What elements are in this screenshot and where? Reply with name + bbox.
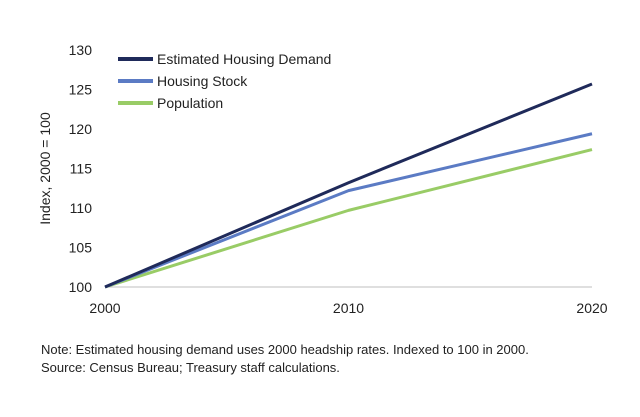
series-line-estimated-housing-demand	[104, 82, 593, 289]
y-tick-label: 100	[69, 279, 93, 295]
x-tick-label: 2010	[333, 300, 364, 316]
x-tick-labels: 2000 2010 2020	[89, 300, 607, 316]
y-tick-label: 110	[70, 200, 93, 216]
y-tick-label: 130	[69, 42, 93, 58]
note-text: Note: Estimated housing demand uses 2000…	[41, 342, 529, 357]
y-tick-label: 125	[69, 82, 93, 98]
legend-label: Population	[157, 95, 223, 111]
x-tick-label: 2000	[89, 300, 120, 316]
y-tick-labels: 100 105 110 115 120 125 130	[69, 42, 93, 295]
line-chart: Index, 2000 = 100 100105110115120125130 …	[37, 42, 608, 316]
source-text: Source: Census Bureau; Treasury staff ca…	[41, 360, 340, 375]
series-line-population	[104, 148, 593, 289]
series-line-housing-stock	[104, 132, 593, 289]
legend-label: Housing Stock	[157, 73, 248, 89]
y-axis-title-group: Index, 2000 = 100	[37, 112, 53, 225]
y-tick-label: 120	[69, 121, 93, 137]
legend-label: Estimated Housing Demand	[157, 51, 331, 67]
y-tick-label: 105	[69, 240, 93, 256]
x-tick-label: 2020	[576, 300, 607, 316]
y-tick-label: 115	[70, 161, 93, 177]
y-axis-title: Index, 2000 = 100	[37, 112, 53, 225]
chart-notes: Note: Estimated housing demand uses 2000…	[41, 341, 631, 377]
series-lines	[104, 82, 593, 289]
legend: Estimated Housing Demand Housing Stock Pop…	[118, 51, 331, 111]
